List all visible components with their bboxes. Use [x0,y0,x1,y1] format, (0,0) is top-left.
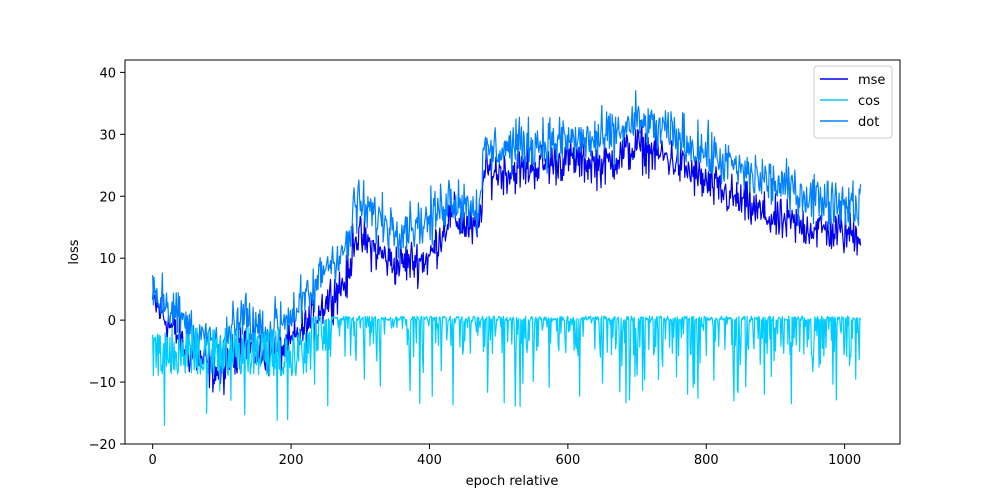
y-tick-label: −10 [89,376,116,391]
y-tick-label: −20 [89,438,116,453]
y-tick-label: 0 [108,314,116,329]
x-tick-label: 600 [555,453,580,468]
x-tick-label: 800 [694,453,719,468]
x-tick-label: 200 [279,453,304,468]
y-tick-label: 30 [99,128,116,143]
legend-label-mse: mse [858,73,885,88]
series-line-cos [152,315,862,427]
y-tick-label: 20 [99,190,116,205]
x-tick-label: 1000 [828,453,861,468]
x-tick-label: 400 [417,453,442,468]
x-tick-label: 0 [149,453,157,468]
y-axis: −20 −10 0 10 20 30 40 [89,66,125,453]
legend-box [813,65,893,139]
x-axis: 0 200 400 600 800 1000 [149,444,861,468]
series-line-dot [152,90,862,375]
y-tick-label: 10 [99,252,116,267]
legend-label-cos: cos [858,94,880,109]
series-lines [152,90,862,427]
y-tick-label: 40 [99,66,116,81]
x-axis-label: epoch relative [466,474,559,489]
plot-frame [124,59,901,445]
legend-label-dot: dot [858,115,879,130]
legend: mse cos dot [813,65,893,139]
y-axis-label: loss [67,239,82,264]
